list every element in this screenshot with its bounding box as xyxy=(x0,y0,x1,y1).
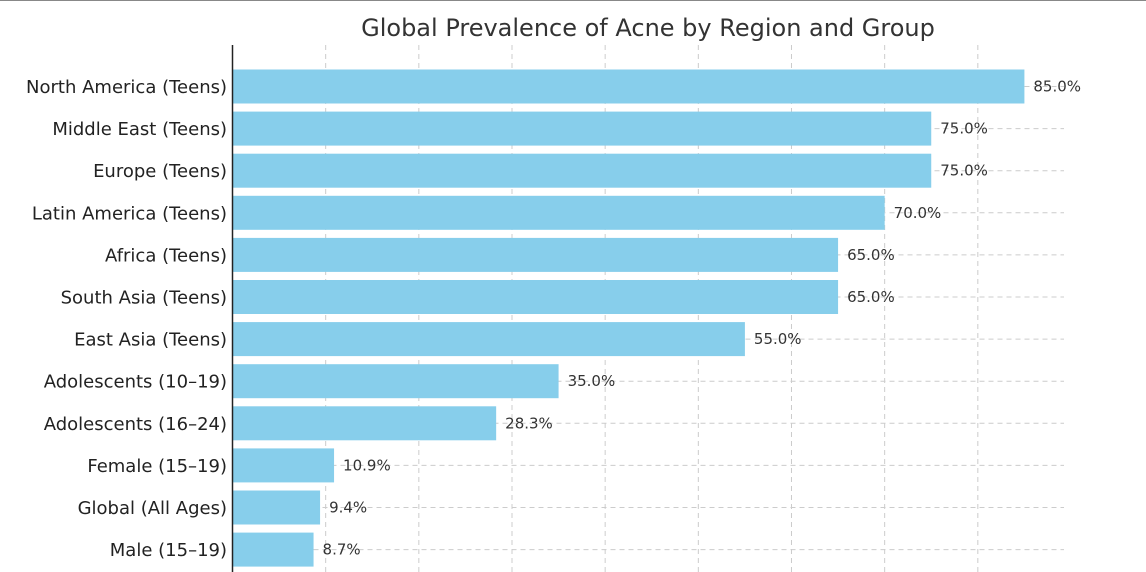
bar xyxy=(232,532,314,567)
value-label: 75.0% xyxy=(940,162,988,180)
category-label: Latin America (Teens) xyxy=(32,203,227,224)
value-label: 8.7% xyxy=(323,541,361,559)
category-label: Adolescents (10–19) xyxy=(44,372,227,393)
bar xyxy=(232,69,1025,104)
category-label: Europe (Teens) xyxy=(93,161,227,182)
bar xyxy=(232,406,497,441)
value-labels: 85.0% 75.0% 75.0% 70.0% 65.0% 65.0% 55.0% 35.0%… xyxy=(323,78,1082,559)
bar xyxy=(232,111,932,146)
value-label: 65.0% xyxy=(847,288,895,306)
category-label: Adolescents (16–24) xyxy=(44,414,227,435)
value-label: 35.0% xyxy=(568,372,616,390)
category-label: Male (15–19) xyxy=(110,540,227,561)
category-label: Africa (Teens) xyxy=(105,245,227,266)
value-label: 10.9% xyxy=(343,456,391,474)
category-label: South Asia (Teens) xyxy=(61,288,227,309)
value-label: 55.0% xyxy=(754,330,802,348)
value-label: 28.3% xyxy=(505,414,553,432)
bar xyxy=(232,322,745,357)
category-label: Middle East (Teens) xyxy=(52,119,227,140)
value-label: 9.4% xyxy=(329,499,367,517)
bar xyxy=(232,364,559,399)
bar xyxy=(232,237,839,272)
bar xyxy=(232,490,321,525)
category-label: Female (15–19) xyxy=(87,456,227,477)
value-label: 85.0% xyxy=(1033,78,1081,96)
chart-title: Global Prevalence of Acne by Region and … xyxy=(361,14,935,42)
category-label: North America (Teens) xyxy=(26,77,227,98)
value-label: 75.0% xyxy=(940,120,988,138)
bar xyxy=(232,280,839,314)
bars xyxy=(232,69,1025,567)
category-label: Global (All Ages) xyxy=(78,498,227,519)
bar xyxy=(232,195,885,230)
bar xyxy=(232,153,932,188)
category-label: East Asia (Teens) xyxy=(74,330,227,351)
category-labels: North America (Teens) Middle East (Teens)… xyxy=(26,77,227,561)
bar xyxy=(232,448,335,483)
value-label: 70.0% xyxy=(894,204,942,222)
value-label: 65.0% xyxy=(847,246,895,264)
